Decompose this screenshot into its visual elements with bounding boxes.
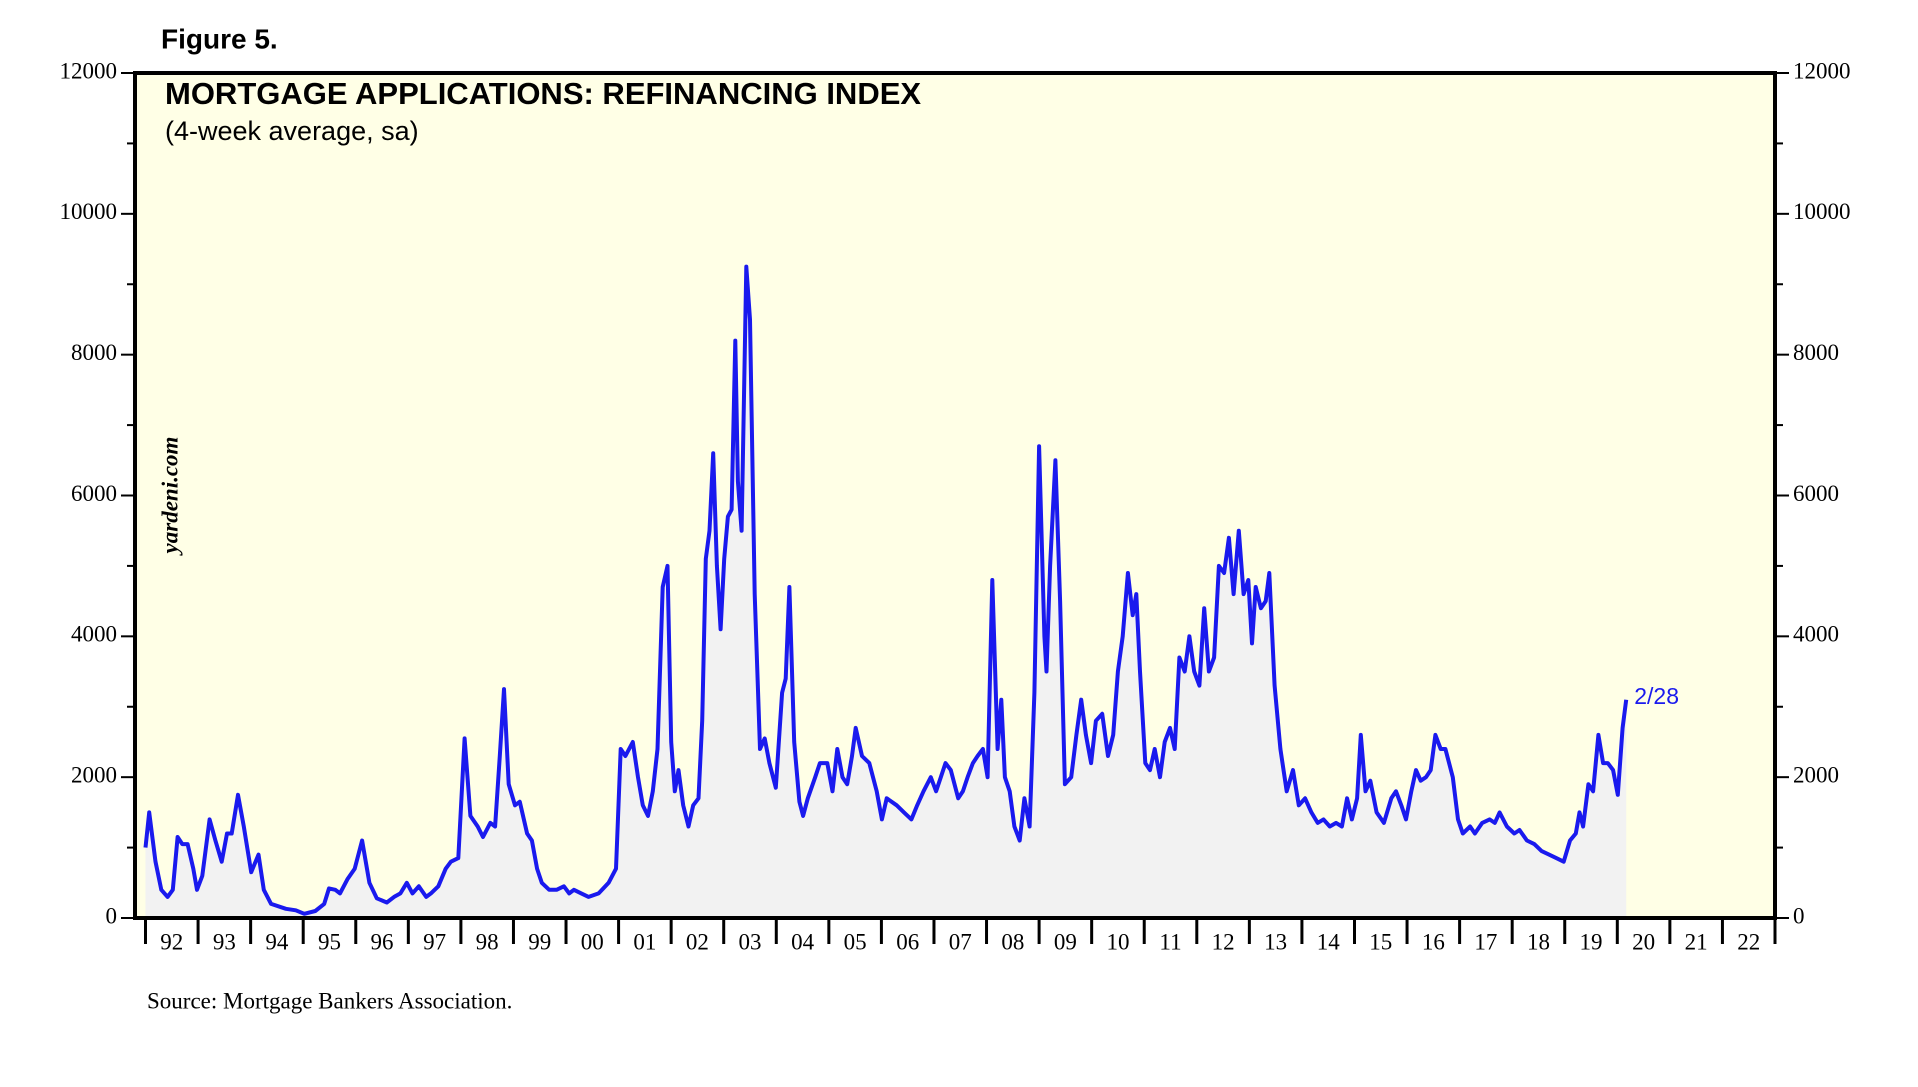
x-tick-label: 16 — [1422, 929, 1445, 954]
chart-subtitle: (4-week average, sa) — [165, 116, 419, 146]
y-tick-label: 2000 — [71, 762, 117, 787]
y2-tick-label: 4000 — [1793, 622, 1839, 647]
x-tick-label: 22 — [1737, 929, 1760, 954]
y2-tick-label: 12000 — [1793, 58, 1851, 83]
series-line — [143, 264, 1629, 916]
x-tick-label: 05 — [844, 929, 867, 954]
x-tick-label: 12 — [1212, 929, 1235, 954]
source: Source: Mortgage Bankers Association. — [147, 988, 512, 1013]
x-tick-label: 09 — [1054, 929, 1077, 954]
x-tick-label: 11 — [1159, 929, 1181, 954]
y2-tick-label: 6000 — [1793, 481, 1839, 506]
watermark: yardeni.com — [157, 437, 182, 557]
y-tick-label: 8000 — [71, 340, 117, 365]
x-tick-label: 00 — [581, 929, 604, 954]
x-tick-label: 01 — [633, 929, 656, 954]
figure-label: Figure 5. — [161, 23, 278, 54]
x-tick-label: 07 — [949, 929, 972, 954]
annotation: 2/28 — [1634, 683, 1679, 709]
x-tick-label: 15 — [1369, 929, 1392, 954]
x-tick-label: 14 — [1317, 929, 1341, 954]
x-tick-label: 93 — [213, 929, 236, 954]
x-tick-label: 20 — [1632, 929, 1655, 954]
y-tick-label: 6000 — [71, 481, 117, 506]
x-tick-label: 96 — [371, 929, 394, 954]
x-tick-label: 99 — [528, 929, 551, 954]
x-tick-label: 19 — [1580, 929, 1603, 954]
x-tick-label: 95 — [318, 929, 341, 954]
x-tick-label: 94 — [265, 929, 289, 954]
y2-tick-label: 8000 — [1793, 340, 1839, 365]
y-tick-label: 12000 — [60, 58, 118, 83]
x-tick-label: 13 — [1264, 929, 1287, 954]
x-tick-label: 03 — [739, 929, 762, 954]
x-tick-label: 92 — [160, 929, 183, 954]
y-tick-label: 0 — [106, 903, 118, 928]
x-tick-label: 21 — [1685, 929, 1708, 954]
y2-tick-label: 10000 — [1793, 199, 1851, 224]
x-tick-label: 10 — [1106, 929, 1129, 954]
x-tick-label: 06 — [896, 929, 919, 954]
x-tick-label: 08 — [1001, 929, 1024, 954]
y-tick-label: 10000 — [60, 199, 118, 224]
x-tick-label: 18 — [1527, 929, 1550, 954]
chart-title: MORTGAGE APPLICATIONS: REFINANCING INDEX — [165, 76, 921, 111]
x-tick-label: 97 — [423, 929, 446, 954]
y-tick-label: 4000 — [71, 622, 117, 647]
area-fill — [145, 266, 1627, 919]
plot-background — [135, 73, 1775, 918]
x-tick-label: 17 — [1474, 929, 1497, 954]
x-tick-label: 02 — [686, 929, 709, 954]
y2-tick-label: 2000 — [1793, 762, 1839, 787]
x-tick-label: 98 — [476, 929, 499, 954]
y2-tick-label: 0 — [1793, 903, 1805, 928]
x-tick-label: 04 — [791, 929, 815, 954]
